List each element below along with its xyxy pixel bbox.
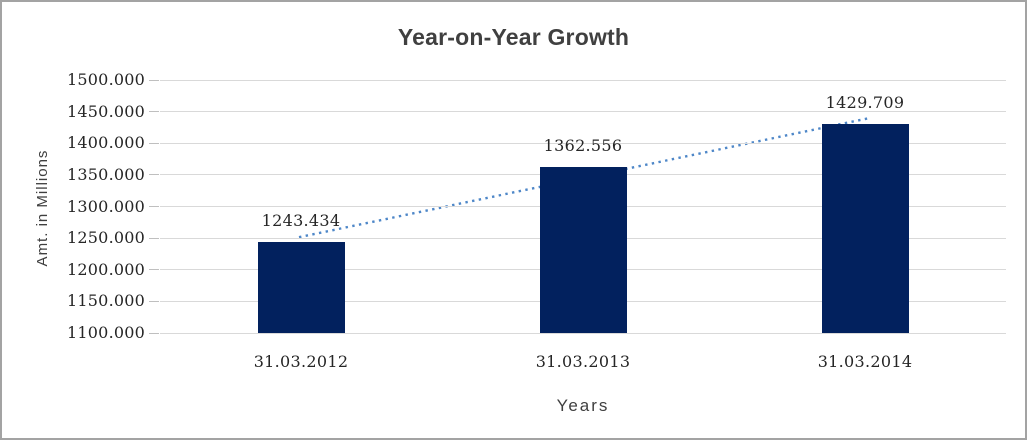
- chart-title: Year-on-Year Growth: [397, 24, 630, 50]
- gridline: [160, 111, 1006, 113]
- bar-value-label: 1362.556: [543, 135, 623, 155]
- y-axis-tick: [149, 332, 159, 334]
- bar: [257, 242, 345, 333]
- gridline: [160, 332, 1006, 334]
- y-axis-tick: [149, 142, 159, 144]
- y-axis-tick-label: 1500.000: [67, 70, 145, 89]
- y-axis-tick-label: 1150.000: [67, 291, 145, 311]
- y-axis-tick-label: 1300.000: [67, 196, 145, 216]
- y-axis-tick: [149, 237, 159, 239]
- bar-value-label: 1429.709: [825, 93, 905, 113]
- bar: [539, 166, 627, 333]
- bar-value-label: 1243.434: [261, 211, 341, 231]
- y-axis-tick: [149, 206, 159, 207]
- gridline: [160, 79, 1006, 81]
- y-axis-tick: [149, 300, 159, 302]
- x-axis-title: Years: [556, 396, 610, 415]
- y-axis-tick: [149, 174, 159, 176]
- y-axis-tick: [149, 269, 159, 271]
- x-axis-category-label: 31.03.2013: [535, 352, 631, 371]
- y-axis-tick: [149, 111, 159, 113]
- y-axis-tick-label: 1200.000: [67, 259, 145, 279]
- y-axis-tick-label: 1100.000: [67, 323, 145, 342]
- y-axis-tick: [149, 79, 159, 81]
- gridline: [160, 142, 1006, 144]
- x-axis-category-label: 31.03.2014: [817, 352, 913, 371]
- x-axis-category-label: 31.03.2012: [253, 352, 349, 371]
- y-axis-tick-label: 1350.000: [67, 164, 145, 184]
- y-axis-tick-label: 1400.000: [67, 133, 145, 153]
- bar: [821, 124, 909, 333]
- y-axis-tick-label: 1450.000: [67, 101, 145, 121]
- y-axis-tick-label: 1250.000: [67, 228, 145, 248]
